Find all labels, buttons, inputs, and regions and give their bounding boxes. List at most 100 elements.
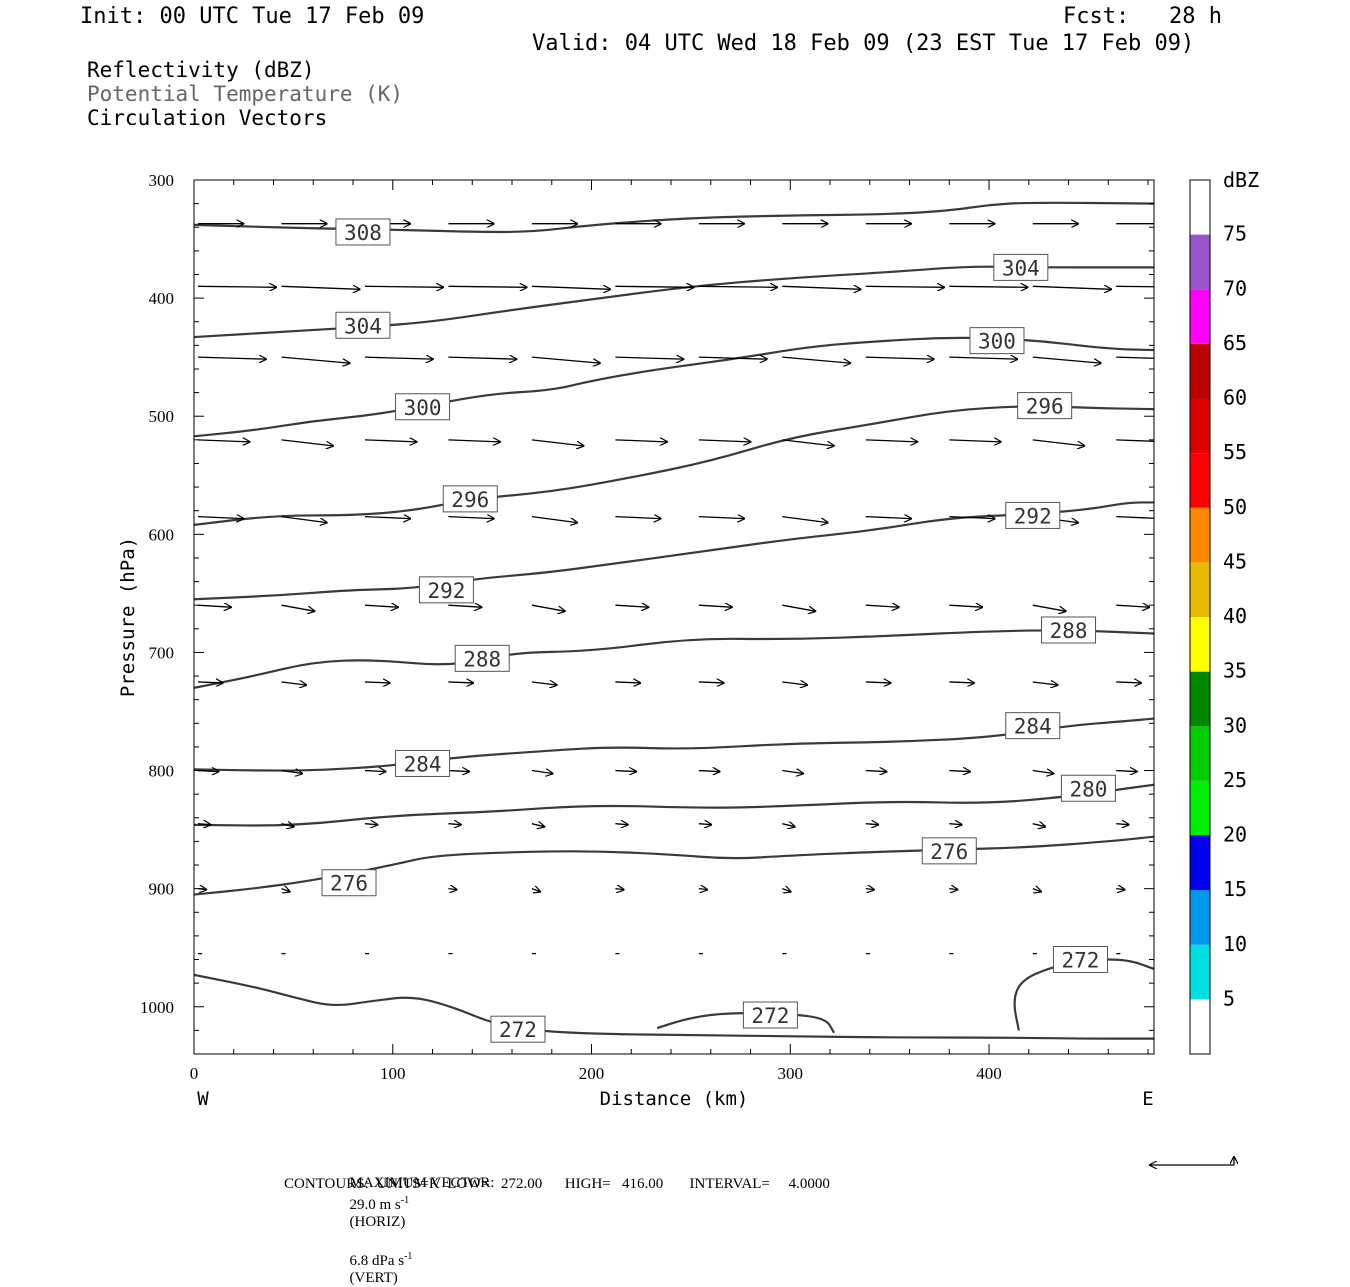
circulation-vector bbox=[698, 682, 724, 683]
circulation-vector bbox=[865, 286, 944, 287]
circulation-vector bbox=[364, 286, 443, 287]
circulation-vector bbox=[531, 286, 610, 289]
colorbar-label: 20 bbox=[1223, 823, 1247, 847]
y-tick-label: 300 bbox=[149, 171, 175, 190]
circulation-vector bbox=[197, 824, 210, 825]
circulation-vector bbox=[281, 286, 359, 289]
colorbar-label: 5 bbox=[1223, 986, 1235, 1010]
circulation-vector bbox=[698, 824, 711, 825]
circulation-vector bbox=[1116, 824, 1128, 825]
circulation-vector bbox=[865, 517, 911, 519]
circulation-vector bbox=[1116, 515, 1154, 519]
colorbar-label: 30 bbox=[1223, 713, 1247, 737]
colorbar-segment bbox=[1190, 398, 1210, 454]
circulation-vector bbox=[364, 605, 398, 607]
circulation-vector bbox=[615, 357, 683, 359]
circulation-vector bbox=[615, 824, 627, 825]
colorbar-segment bbox=[1190, 780, 1210, 836]
y-tick-label: 800 bbox=[149, 762, 175, 781]
circulation-vector bbox=[1116, 889, 1124, 890]
colorbar-frame bbox=[1189, 179, 1211, 1055]
colorbar-label: 40 bbox=[1223, 604, 1247, 628]
colorbar-segment bbox=[1190, 343, 1210, 399]
x-axis-label: Distance (km) bbox=[600, 1088, 749, 1110]
contour-label: 296 bbox=[451, 488, 489, 512]
colorbar-segment bbox=[1190, 453, 1210, 508]
colorbar-segment bbox=[1190, 726, 1210, 781]
x-tick-label: 0 bbox=[190, 1064, 199, 1083]
circulation-vector bbox=[364, 824, 377, 825]
circulation-vector bbox=[949, 605, 982, 607]
contour-label: 304 bbox=[344, 314, 382, 338]
contour-label-box bbox=[1005, 712, 1061, 740]
circulation-vector bbox=[782, 771, 803, 774]
vert-tag: (VERT) bbox=[349, 1270, 398, 1286]
colorbar-label: 25 bbox=[1223, 768, 1247, 792]
circulation-vector bbox=[949, 357, 1017, 359]
circulation-vector bbox=[364, 517, 410, 519]
circulation-vector bbox=[949, 440, 1000, 442]
circulation-vector bbox=[782, 439, 833, 446]
circulation-vector bbox=[448, 286, 526, 287]
max-vector-horiz: 29.0 m s bbox=[349, 1197, 401, 1213]
circulation-vector bbox=[949, 824, 961, 825]
contour-label-layer: 308 304 304 300 300 296 296 292 292 288 288 284 284 2… bbox=[321, 218, 1116, 1043]
contour-label: 288 bbox=[1050, 619, 1088, 643]
circulation-vector bbox=[1032, 682, 1058, 685]
horiz-tag: (HORIZ) bbox=[349, 1214, 406, 1230]
circulation-vector bbox=[364, 440, 416, 442]
circulation-vector bbox=[531, 356, 600, 363]
colorbar-label: 70 bbox=[1223, 276, 1247, 300]
contour-label-box bbox=[742, 1001, 798, 1029]
colorbar-top bbox=[1190, 180, 1210, 235]
circulation-vector bbox=[865, 605, 899, 607]
circulation-vector bbox=[615, 517, 660, 519]
circulation-vector bbox=[698, 440, 750, 442]
contour-label: 280 bbox=[1069, 777, 1107, 801]
y-tick-label: 400 bbox=[149, 289, 175, 308]
circulation-vector bbox=[1032, 286, 1111, 289]
contour-label-box bbox=[1060, 774, 1116, 802]
circulation-vector bbox=[448, 357, 516, 359]
circulation-vector bbox=[782, 824, 794, 827]
circulation-vector bbox=[1116, 285, 1154, 288]
circulation-vector bbox=[698, 889, 707, 890]
contour-label: 296 bbox=[1026, 395, 1064, 419]
x-tick-label: 300 bbox=[778, 1064, 804, 1083]
contour-label-box bbox=[418, 576, 474, 604]
circulation-vector bbox=[615, 286, 693, 287]
circulation-vector bbox=[782, 604, 815, 611]
circulation-vector bbox=[615, 771, 636, 772]
circulation-vector bbox=[281, 515, 326, 523]
circulation-vector bbox=[865, 889, 874, 890]
circulation-vector bbox=[1116, 771, 1137, 772]
circulation-vector bbox=[782, 515, 827, 523]
isentrope-272 bbox=[194, 973, 1154, 1040]
y-tick-label: 700 bbox=[149, 643, 175, 662]
contour-label: 272 bbox=[499, 1018, 537, 1042]
init-time: Init: 00 UTC Tue 17 Feb 09 bbox=[80, 4, 425, 29]
colorbar-bottom bbox=[1190, 999, 1210, 1054]
contour-label-box bbox=[993, 253, 1049, 281]
circulation-vector bbox=[448, 440, 499, 442]
y-tick-label: 900 bbox=[149, 880, 175, 899]
circulation-vector bbox=[698, 286, 777, 287]
circulation-vector bbox=[615, 682, 640, 683]
circulation-vector bbox=[949, 889, 957, 890]
circulation-vector bbox=[949, 771, 970, 772]
x-tick-label: 400 bbox=[976, 1064, 1002, 1083]
plot-frame bbox=[193, 179, 1155, 1055]
isentrope-272 bbox=[656, 1012, 835, 1034]
colorbar: 5 10 15 20 25 30 35 40 45 50 55 60 65 70 75 dBZ bbox=[1189, 168, 1259, 1055]
colorbar-unit: dBZ bbox=[1223, 168, 1259, 192]
circulation-vector bbox=[698, 605, 732, 607]
circulation-vector bbox=[1032, 824, 1045, 827]
circulation-vector bbox=[698, 517, 744, 519]
contour-label-box bbox=[1005, 501, 1061, 529]
circulation-vector bbox=[615, 889, 623, 890]
circulation-vector bbox=[448, 682, 473, 683]
circulation-vector bbox=[364, 357, 433, 359]
circulation-vector bbox=[865, 771, 887, 772]
circulation-vector bbox=[782, 286, 860, 289]
isentrope-308 bbox=[194, 201, 1154, 234]
